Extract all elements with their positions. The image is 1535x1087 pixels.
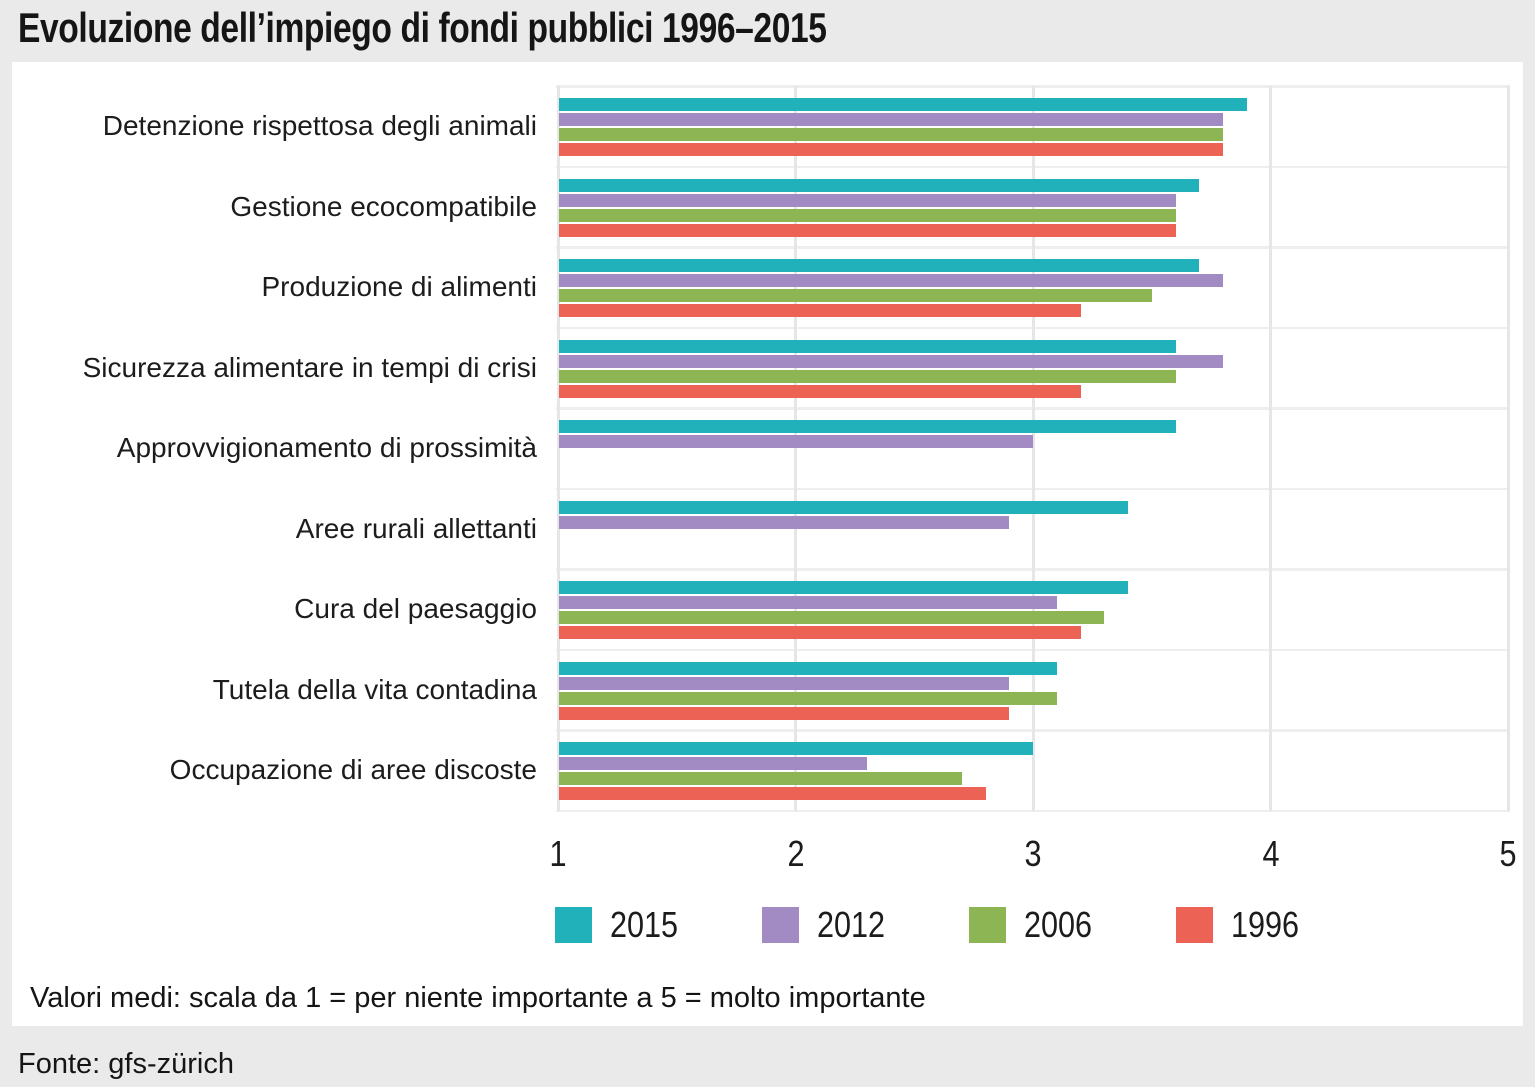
category-label: Aree rurali allettanti <box>295 512 537 544</box>
grid-line-vertical <box>1031 86 1035 811</box>
legend-swatch <box>969 907 1006 943</box>
bar-2015 <box>559 742 1033 755</box>
bar-2012 <box>559 435 1033 448</box>
bar-2015 <box>559 661 1057 675</box>
bar-2006 <box>559 208 1176 222</box>
grid-line-vertical <box>794 86 797 811</box>
bar-2006 <box>559 369 1176 383</box>
bar-1996 <box>559 706 1010 720</box>
bar-2015 <box>559 581 1128 594</box>
bar-2015 <box>559 420 1176 433</box>
category-label: Produzione di alimenti <box>261 271 538 303</box>
category-label: Approvvigionamento di prossimità <box>116 432 537 464</box>
chart-title: Evoluzione dell’impiego di fondi pubblic… <box>18 4 827 51</box>
bar-2012 <box>559 113 1223 126</box>
bar-2006 <box>559 691 1057 705</box>
legend-label: 2012 <box>817 904 886 945</box>
grid-line-vertical <box>1269 86 1272 811</box>
bar-2006 <box>559 772 962 785</box>
bar-2012 <box>559 274 1223 287</box>
bar-1996 <box>559 384 1081 398</box>
bar-2015 <box>559 98 1247 111</box>
bar-1996 <box>559 143 1223 156</box>
bar-2015 <box>559 259 1200 272</box>
bar-2012 <box>559 515 1010 529</box>
bar-1996 <box>559 626 1081 639</box>
x-tick-label: 1 <box>549 833 567 874</box>
bar-1996 <box>559 223 1176 237</box>
bar-2012 <box>559 596 1057 609</box>
x-tick-label: 4 <box>1261 833 1280 874</box>
legend-label: 2006 <box>1024 904 1093 945</box>
bar-1996 <box>559 304 1081 317</box>
bar-2006 <box>559 128 1223 141</box>
legend-label: 1996 <box>1231 904 1300 945</box>
x-tick-label: 3 <box>1024 833 1042 874</box>
bar-2012 <box>559 354 1223 368</box>
bar-2015 <box>559 178 1200 192</box>
legend-swatch <box>1176 907 1213 943</box>
row-separator <box>556 809 1510 812</box>
bar-2015 <box>559 339 1176 353</box>
source-line: Fonte: gfs-zürich <box>18 1048 234 1080</box>
x-tick-label: 5 <box>1499 833 1517 874</box>
bar-1996 <box>559 787 986 800</box>
category-label: Cura del paesaggio <box>294 593 537 625</box>
legend-swatch <box>555 907 592 943</box>
category-label: Sicurezza alimentare in tempi di crisi <box>82 351 537 383</box>
legend-label: 2015 <box>610 904 679 945</box>
bar-2012 <box>559 193 1176 207</box>
bar-2015 <box>559 500 1128 514</box>
category-label: Gestione ecocompatibile <box>230 190 537 222</box>
x-tick-label: 2 <box>786 833 805 874</box>
grid-line-vertical <box>1506 86 1510 811</box>
category-label: Tutela della vita contadina <box>212 673 537 705</box>
bar-2006 <box>559 611 1105 624</box>
category-label: Detenzione rispettosa degli animali <box>102 110 537 142</box>
bar-2006 <box>559 289 1152 302</box>
scale-note: Valori medi: scala da 1 = per niente imp… <box>30 982 926 1014</box>
legend-swatch <box>762 907 799 943</box>
category-label: Occupazione di aree discoste <box>169 754 537 786</box>
bar-2012 <box>559 676 1010 690</box>
grid-line-vertical <box>556 86 560 811</box>
bar-2012 <box>559 757 867 770</box>
